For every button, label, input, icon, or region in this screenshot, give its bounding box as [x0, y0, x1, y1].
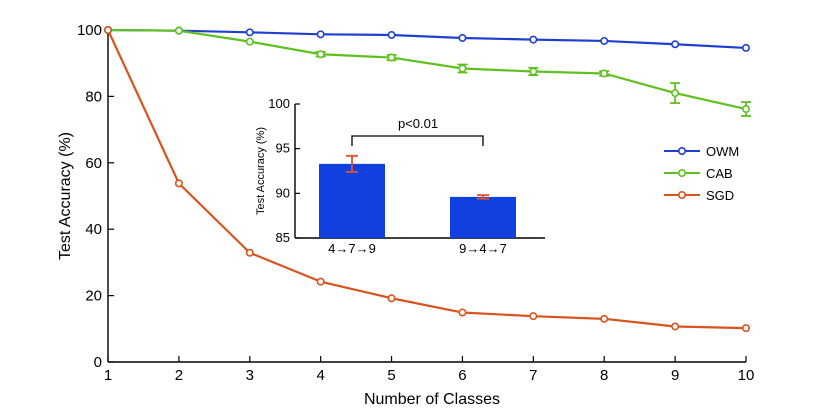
inset-y-ticks: 85 90 95 100	[268, 96, 300, 245]
data-point	[529, 312, 538, 321]
data-point	[245, 28, 254, 37]
series-owm	[104, 25, 750, 52]
y-axis-label: Test Accuracy (%)	[57, 132, 74, 260]
legend-marker	[677, 169, 686, 178]
data-point	[245, 37, 254, 46]
legend-entry-cab: CAB	[664, 166, 733, 181]
data-point	[387, 294, 396, 303]
inset-y-tick-label: 95	[276, 141, 290, 156]
inset-x-tick-label: 4→7→9	[328, 241, 376, 256]
data-point	[529, 67, 538, 76]
x-tick-label: 4	[316, 367, 324, 384]
inset-x-labels: 4→7→9 9→4→7	[328, 241, 507, 256]
x-axis-label: Number of Classes	[364, 391, 500, 408]
y-tick-label: 80	[85, 88, 102, 105]
bar-1	[319, 163, 385, 238]
legend: OWM CAB SGD	[664, 144, 739, 203]
main-axes	[107, 30, 746, 363]
x-tick-label: 5	[387, 367, 395, 384]
data-point	[174, 26, 183, 35]
x-tick-label: 6	[458, 367, 466, 384]
data-point	[741, 105, 750, 114]
data-point	[387, 30, 396, 39]
x-tick-label: 8	[600, 367, 608, 384]
data-point	[458, 308, 467, 317]
inset-x-tick-label: 9→4→7	[459, 241, 507, 256]
inset-y-axis-label: Test Accuracy (%)	[255, 127, 267, 215]
legend-label: CAB	[706, 166, 733, 181]
data-point	[741, 324, 750, 333]
y-tick-label: 40	[85, 221, 102, 238]
y-tick-label: 0	[94, 354, 102, 371]
data-point	[671, 89, 680, 98]
x-tick-label: 3	[246, 367, 254, 384]
series-sgd	[104, 25, 750, 333]
inset-y-tick-label: 100	[268, 96, 290, 111]
x-tick-label: 9	[671, 367, 679, 384]
x-tick-label: 1	[104, 367, 112, 384]
data-point	[600, 36, 609, 45]
inset-y-tick-label: 90	[276, 185, 290, 200]
data-point	[104, 25, 113, 34]
y-ticks: 0 20 40 60 80 100	[77, 22, 114, 371]
inset-y-tick-label: 85	[276, 230, 290, 245]
data-point	[174, 179, 183, 188]
legend-entry-owm: OWM	[664, 144, 739, 159]
legend-entry-sgd: SGD	[664, 188, 734, 203]
data-point	[741, 43, 750, 52]
series-line	[107, 28, 747, 111]
significance-bracket	[351, 135, 484, 146]
legend-label: SGD	[706, 188, 734, 203]
data-point	[387, 53, 396, 62]
y-tick-label: 20	[85, 288, 102, 305]
data-point	[671, 40, 680, 49]
legend-marker	[677, 147, 686, 156]
inset-chart: 85 90 95 100 4→7→9 9→4→7 Test Accuracy (%) p…	[255, 96, 545, 256]
x-tick-label: 2	[175, 367, 183, 384]
legend-marker	[677, 191, 686, 200]
series-cab	[104, 25, 751, 117]
bar-2	[450, 196, 516, 238]
data-point	[529, 35, 538, 44]
x-ticks: 1 2 3 4 5 6 7 8 9 10	[104, 356, 755, 384]
data-point	[600, 69, 609, 78]
data-point	[600, 314, 609, 323]
data-point	[316, 50, 325, 59]
y-tick-label: 60	[85, 155, 102, 172]
data-point	[458, 64, 467, 73]
data-point	[316, 277, 325, 286]
x-tick-label: 7	[529, 367, 537, 384]
series-line	[107, 29, 747, 330]
inset-bars	[319, 154, 516, 238]
legend-label: OWM	[706, 144, 739, 159]
data-point	[316, 30, 325, 39]
significance-label: p<0.01	[398, 116, 438, 131]
data-point	[458, 33, 467, 42]
x-tick-label: 10	[738, 367, 755, 384]
y-tick-label: 100	[77, 22, 102, 39]
data-point	[671, 322, 680, 331]
series-layer	[104, 25, 751, 333]
series-line	[107, 28, 747, 50]
data-point	[245, 248, 254, 257]
